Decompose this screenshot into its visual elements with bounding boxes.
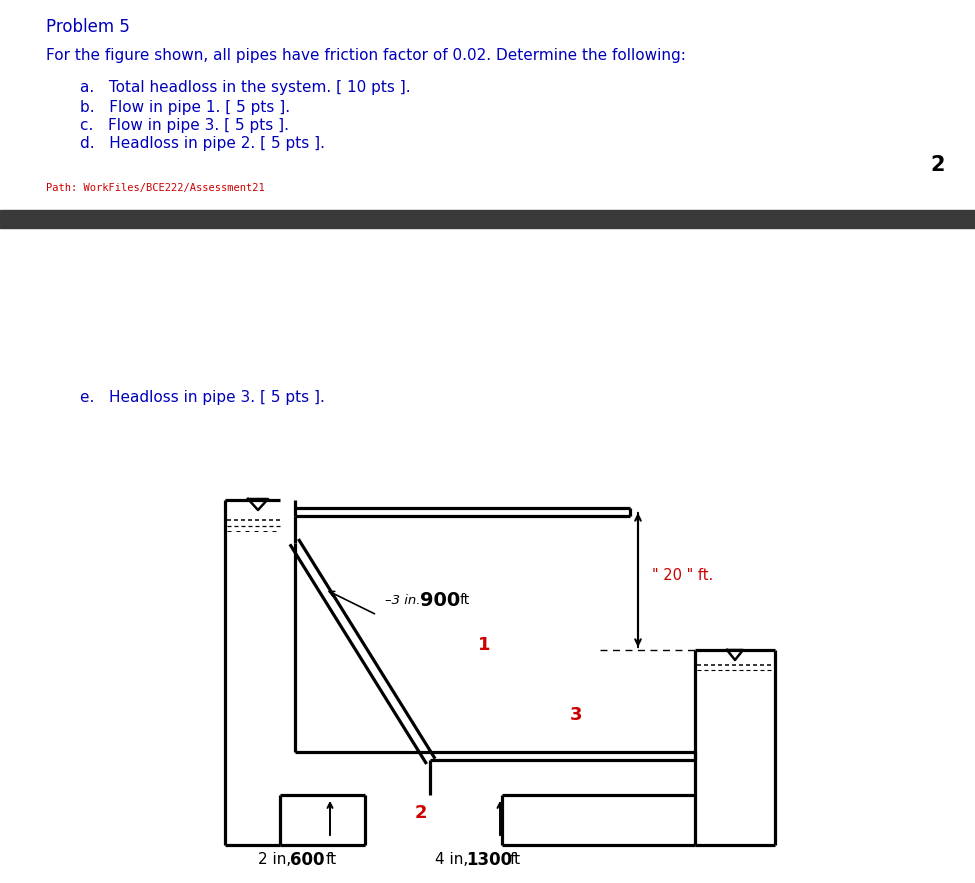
Text: 3: 3 xyxy=(570,706,582,724)
Text: d.   Headloss in pipe 2. [ 5 pts ].: d. Headloss in pipe 2. [ 5 pts ]. xyxy=(80,136,325,151)
Text: Problem 5: Problem 5 xyxy=(46,18,130,36)
Text: c.   Flow in pipe 3. [ 5 pts ].: c. Flow in pipe 3. [ 5 pts ]. xyxy=(80,118,289,133)
Text: 900: 900 xyxy=(420,591,460,609)
Text: ft: ft xyxy=(460,593,470,607)
Bar xyxy=(0,210,975,228)
Text: Path: WorkFiles/BCE222/Assessment21: Path: WorkFiles/BCE222/Assessment21 xyxy=(46,183,265,193)
Text: e.   Headloss in pipe 3. [ 5 pts ].: e. Headloss in pipe 3. [ 5 pts ]. xyxy=(80,390,325,405)
Text: 4 in,: 4 in, xyxy=(435,852,468,867)
Text: 2: 2 xyxy=(930,155,945,175)
Text: –3 in.: –3 in. xyxy=(385,593,425,607)
Text: 1300: 1300 xyxy=(466,851,512,869)
Text: 2 in,: 2 in, xyxy=(258,852,292,867)
Text: b.   Flow in pipe 1. [ 5 pts ].: b. Flow in pipe 1. [ 5 pts ]. xyxy=(80,100,291,115)
Text: For the figure shown, all pipes have friction factor of 0.02. Determine the foll: For the figure shown, all pipes have fri… xyxy=(46,48,685,63)
Text: " 20 " ft.: " 20 " ft. xyxy=(652,568,714,583)
Text: 1: 1 xyxy=(478,636,490,654)
Text: ft: ft xyxy=(510,852,521,867)
Text: a.   Total headloss in the system. [ 10 pts ].: a. Total headloss in the system. [ 10 pt… xyxy=(80,80,410,95)
Text: 2: 2 xyxy=(415,804,427,822)
Text: 600: 600 xyxy=(290,851,325,869)
Text: ft: ft xyxy=(326,852,337,867)
